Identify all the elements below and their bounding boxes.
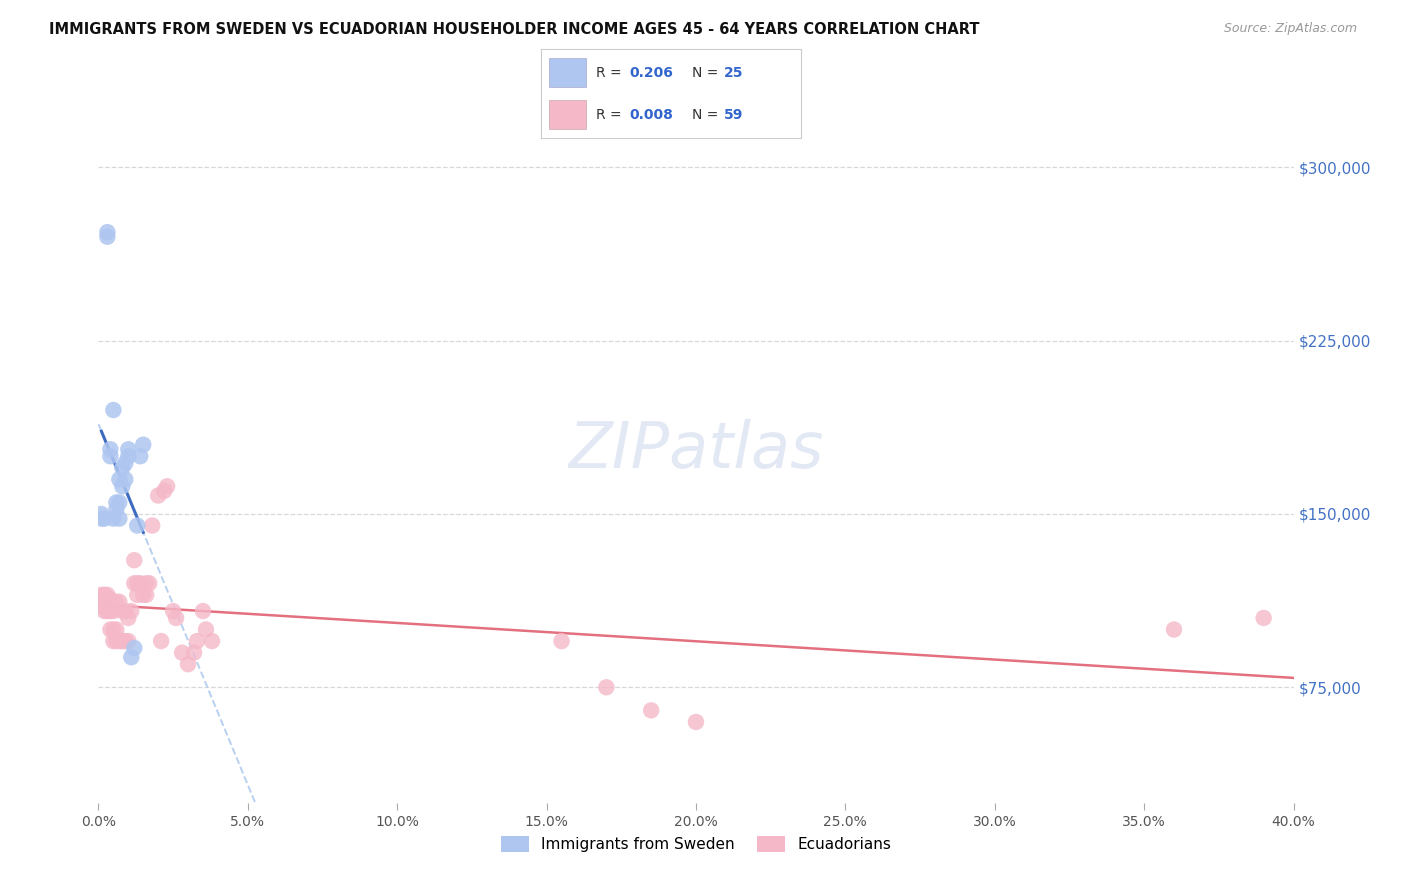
Point [98,623,122,637]
Point [162,604,184,618]
Point [108,595,131,609]
Text: 25: 25 [724,66,742,79]
Point [132,588,155,602]
FancyBboxPatch shape [550,100,585,129]
Text: Source: ZipAtlas.com: Source: ZipAtlas.com [1223,22,1357,36]
Text: ZIPatlas: ZIPatlas [568,419,824,482]
Text: IMMIGRANTS FROM SWEDEN VS ECUADORIAN HOUSEHOLDER INCOME AGES 45 - 64 YEARS CORRE: IMMIGRANTS FROM SWEDEN VS ECUADORIAN HOU… [49,22,980,37]
Point [148,489,170,503]
Point [172,646,194,660]
Point [90,507,112,521]
Point [103,623,125,637]
Point [93,588,115,602]
Point [138,576,160,591]
Point [156,479,179,493]
Text: 0.206: 0.206 [630,66,673,79]
Point [96,588,118,602]
Point [96,592,118,607]
Point [117,442,139,457]
Point [127,588,149,602]
Point [183,646,205,660]
Point [108,634,131,648]
Point [111,634,134,648]
Point [98,592,122,607]
Point [108,472,131,486]
Point [550,634,572,648]
Text: N =: N = [692,66,723,79]
Point [90,511,112,525]
Point [108,511,131,525]
Point [165,611,187,625]
Point [96,599,118,614]
Point [640,703,662,717]
Point [111,604,134,618]
Point [105,502,128,516]
Point [127,518,149,533]
Point [201,634,224,648]
Point [96,225,118,239]
Point [96,604,118,618]
Point [135,576,157,591]
Point [124,640,146,655]
Point [114,604,136,618]
Point [111,460,134,475]
Point [120,650,142,665]
Point [111,479,134,493]
Point [129,576,152,591]
Point [98,604,122,618]
Point [93,511,115,525]
Point [124,576,146,591]
Point [93,604,115,618]
Point [1253,611,1275,625]
Point [117,634,139,648]
Point [195,623,218,637]
Point [685,714,707,729]
Point [90,599,112,614]
Point [98,449,122,463]
Text: N =: N = [692,108,723,121]
Point [595,680,617,694]
Point [103,634,125,648]
Point [105,623,128,637]
Point [114,634,136,648]
Point [120,604,142,618]
Legend: Immigrants from Sweden, Ecuadorians: Immigrants from Sweden, Ecuadorians [495,830,897,859]
Text: 0.008: 0.008 [630,108,673,121]
Point [132,438,155,452]
Point [177,657,200,672]
Point [129,449,152,463]
Point [117,611,139,625]
Point [127,576,149,591]
Point [98,442,122,457]
Point [114,456,136,470]
Point [141,518,163,533]
Point [96,595,118,609]
Point [105,595,128,609]
Text: R =: R = [596,66,626,79]
Point [135,588,157,602]
Point [1163,623,1185,637]
Point [186,634,208,648]
Point [90,588,112,602]
Point [108,495,131,509]
Point [103,604,125,618]
Point [124,553,146,567]
Point [150,634,173,648]
Text: 59: 59 [724,108,742,121]
Point [93,592,115,607]
FancyBboxPatch shape [550,58,585,87]
Point [90,592,112,607]
Point [96,229,118,244]
Text: R =: R = [596,108,626,121]
Point [191,604,214,618]
Point [103,511,125,525]
Point [153,483,176,498]
Point [105,634,128,648]
Point [105,495,128,509]
Point [93,595,115,609]
Point [117,449,139,463]
Point [114,472,136,486]
Point [103,403,125,417]
